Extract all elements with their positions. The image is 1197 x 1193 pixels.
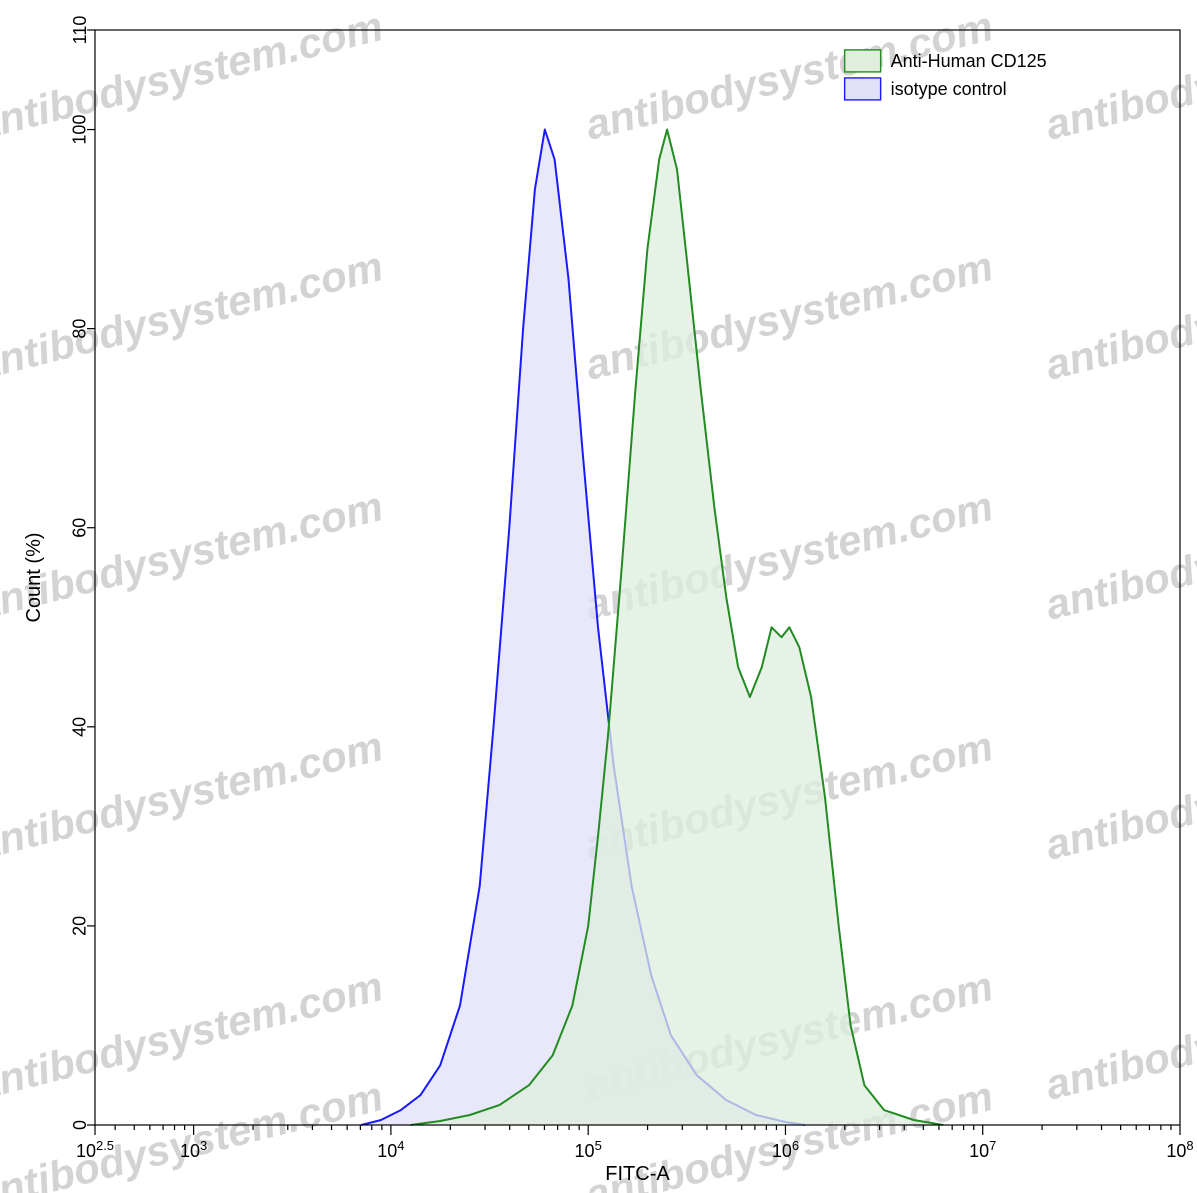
watermark-text: antibodysystem.com	[1041, 482, 1197, 629]
flow-cytometry-histogram: antibodysystem.com antibodysystem.com anti…	[0, 0, 1197, 1193]
watermark-text: antibodysystem.com	[1041, 242, 1197, 389]
legend-swatch	[845, 78, 881, 100]
y-tick-label: 0	[70, 1120, 90, 1130]
y-tick-label: 60	[70, 518, 90, 538]
x-tick-label: 104	[377, 1138, 404, 1162]
legend-label: Anti-Human CD125	[891, 51, 1047, 71]
watermark-text: antibodysystem.com	[0, 482, 388, 629]
chart-svg: antibodysystem.com antibodysystem.com anti…	[0, 0, 1197, 1193]
watermark-text: antibodysystem.com	[0, 2, 388, 149]
watermark-text: antibodysystem.com	[1041, 2, 1197, 149]
watermark-text: antibodysystem.com	[0, 722, 388, 869]
y-axis-label: Count (%)	[23, 532, 45, 622]
legend-label: isotype control	[891, 79, 1007, 99]
y-tick-label: 100	[70, 115, 90, 145]
x-tick-label: 108	[1166, 1138, 1193, 1162]
x-tick-label: 105	[575, 1138, 602, 1162]
y-tick-label: 20	[70, 916, 90, 936]
x-tick-label: 107	[969, 1138, 996, 1162]
watermark-text: antibodysystem.com	[581, 2, 998, 149]
y-tick-label: 80	[70, 319, 90, 339]
y-tick-label: 40	[70, 717, 90, 737]
x-axis-label: FITC-A	[605, 1163, 670, 1185]
watermark-text: antibodysystem.com	[0, 242, 388, 389]
watermark-text: antibodysystem.com	[1041, 962, 1197, 1109]
watermark-text: antibodysystem.com	[1041, 722, 1197, 869]
legend-swatch	[845, 50, 881, 72]
y-tick-label: 110	[70, 16, 90, 45]
